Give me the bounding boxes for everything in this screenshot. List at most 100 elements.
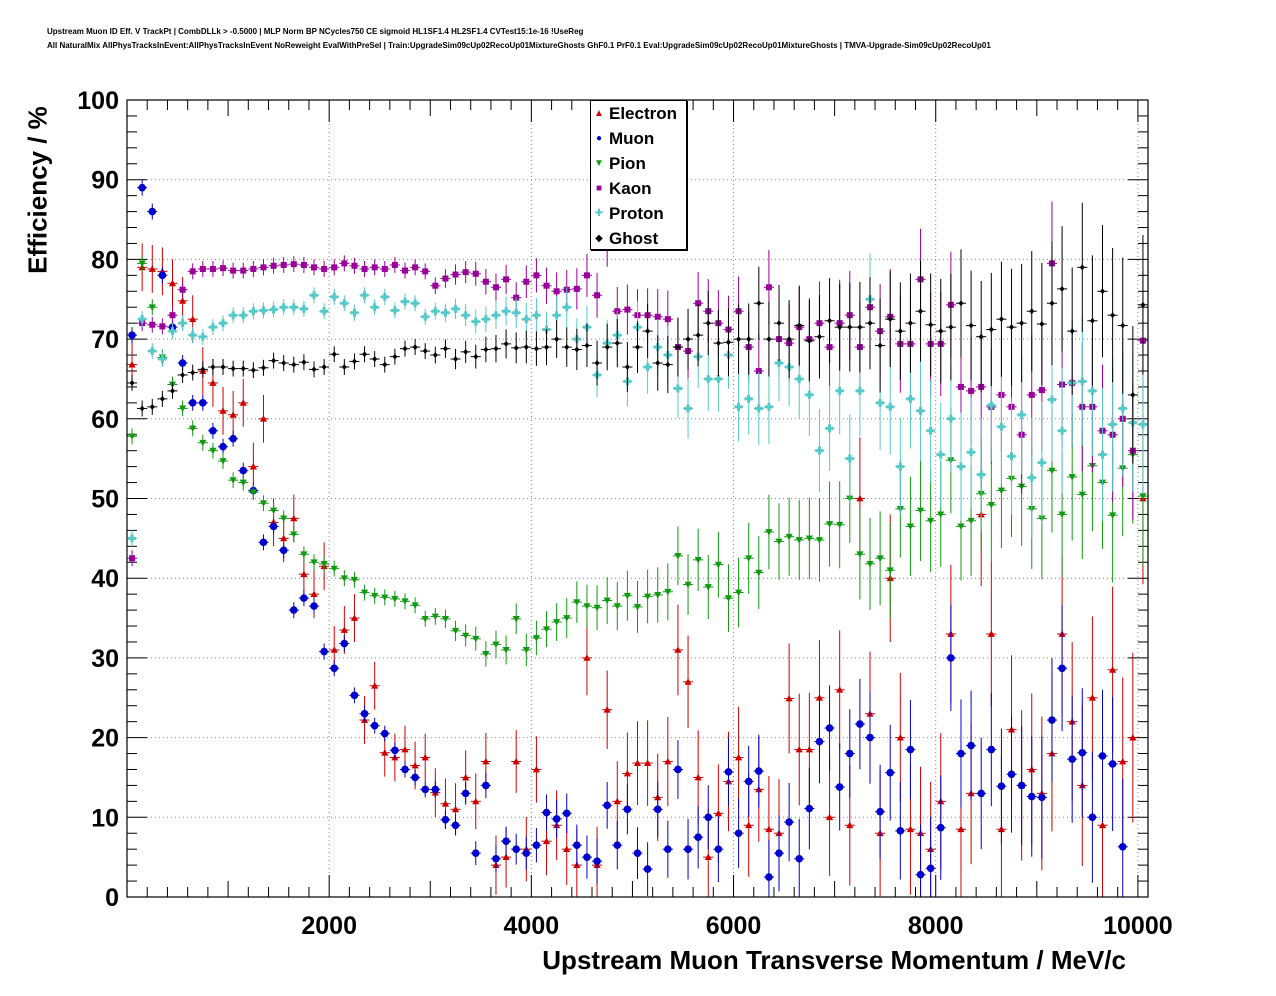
marker <box>1098 450 1107 459</box>
data-point <box>430 780 441 798</box>
data-point <box>753 734 764 808</box>
data-point <box>217 315 229 332</box>
marker <box>281 360 287 367</box>
data-point <box>157 267 168 284</box>
marker <box>351 358 357 365</box>
marker <box>229 311 238 320</box>
data-point <box>228 472 239 489</box>
data-point <box>662 336 673 394</box>
data-point <box>147 316 158 333</box>
marker <box>593 604 601 612</box>
data-point <box>177 355 188 371</box>
marker <box>664 316 671 323</box>
data-point <box>784 300 795 379</box>
x-tick-label: 4000 <box>504 912 560 940</box>
marker <box>1098 821 1107 829</box>
data-point <box>773 814 785 892</box>
data-point <box>1067 695 1078 823</box>
data-point <box>329 660 340 677</box>
marker <box>169 312 176 319</box>
data-point <box>794 499 805 580</box>
data-point <box>207 260 218 277</box>
data-point <box>157 351 168 367</box>
marker <box>1069 328 1075 335</box>
marker <box>896 734 904 741</box>
data-point <box>288 602 299 619</box>
marker <box>988 326 994 333</box>
marker <box>1088 813 1097 822</box>
marker <box>190 369 196 376</box>
data-point <box>258 534 269 551</box>
data-point <box>268 518 279 535</box>
data-point <box>581 584 593 628</box>
marker <box>594 292 601 299</box>
data-point <box>197 434 208 451</box>
data-point <box>319 359 330 375</box>
marker <box>1139 493 1147 500</box>
data-point <box>359 287 370 304</box>
marker <box>552 815 561 823</box>
marker <box>471 849 480 857</box>
marker <box>451 805 460 813</box>
data-point <box>703 346 714 412</box>
marker <box>148 265 156 272</box>
marker <box>795 854 804 863</box>
data-point <box>1057 367 1068 494</box>
data-point <box>713 816 724 883</box>
marker <box>1119 757 1127 765</box>
marker <box>877 342 883 349</box>
marker <box>1037 458 1046 467</box>
marker <box>655 360 661 367</box>
marker <box>178 405 187 413</box>
marker <box>897 328 903 335</box>
marker <box>745 821 753 829</box>
marker <box>159 395 165 402</box>
data-point <box>339 255 350 272</box>
marker <box>219 442 227 451</box>
marker <box>816 333 822 340</box>
marker <box>229 477 237 484</box>
data-point <box>662 563 673 621</box>
data-point <box>541 611 552 648</box>
data-point <box>642 842 653 896</box>
marker <box>684 581 692 589</box>
data-point <box>399 593 411 610</box>
marker <box>148 347 157 356</box>
data-point <box>672 604 683 696</box>
marker <box>300 570 308 578</box>
marker <box>1129 734 1137 741</box>
data-point <box>278 299 289 316</box>
marker <box>562 303 571 312</box>
data-point <box>490 273 502 301</box>
marker <box>219 458 227 465</box>
marker <box>573 285 580 292</box>
marker <box>754 404 763 413</box>
series-muon <box>127 179 1128 897</box>
marker <box>512 615 520 623</box>
data-point <box>1057 605 1068 732</box>
data-point <box>511 833 522 865</box>
marker <box>825 521 834 528</box>
marker <box>209 265 216 272</box>
data-point <box>592 340 603 386</box>
data-point <box>824 685 835 771</box>
marker <box>230 267 237 274</box>
data-point <box>1087 751 1098 883</box>
data-point <box>864 517 876 610</box>
marker <box>1088 386 1097 395</box>
data-point <box>369 299 380 316</box>
data-point <box>137 400 148 417</box>
marker <box>512 757 520 765</box>
marker <box>997 782 1006 791</box>
marker <box>401 745 409 753</box>
marker <box>805 745 813 753</box>
data-point <box>127 530 138 547</box>
data-point <box>339 635 350 652</box>
marker <box>734 589 743 597</box>
marker <box>128 433 136 440</box>
data-point <box>703 785 714 850</box>
marker <box>937 511 945 519</box>
data-point <box>349 304 360 321</box>
marker <box>310 602 318 610</box>
